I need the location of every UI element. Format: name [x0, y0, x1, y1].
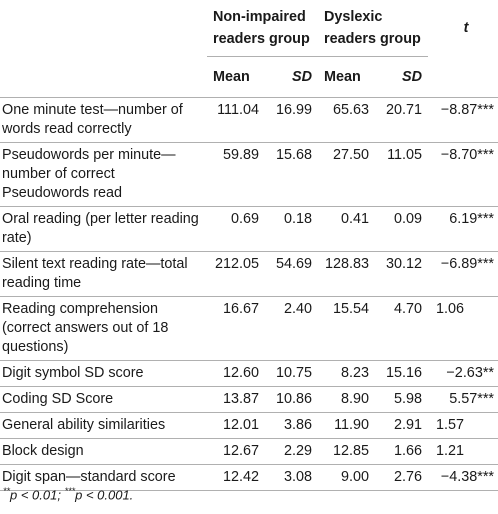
cell-mean-non-impaired: 59.89 — [207, 142, 265, 207]
cell-mean-dyslexic: 15.54 — [318, 296, 376, 361]
cell-sd-dyslexic: 20.71 — [375, 97, 429, 143]
cell-sd-dyslexic: 15.16 — [375, 360, 429, 387]
header-mean-non-impaired: Mean — [207, 56, 265, 98]
header-blank-cell — [0, 0, 207, 57]
cell-mean-dyslexic: 12.85 — [318, 438, 376, 465]
table-row: General ability similarities 12.01 3.86 … — [0, 412, 498, 439]
cell-mean-non-impaired: 16.67 — [207, 296, 265, 361]
table-row: Pseudowords per minute—number of correct… — [0, 142, 498, 207]
cell-mean-non-impaired: 12.60 — [207, 360, 265, 387]
row-label: Block design — [0, 438, 207, 465]
cell-mean-non-impaired: 13.87 — [207, 386, 265, 413]
row-label: Reading comprehension (correct answers o… — [0, 296, 207, 361]
header-sd-non-impaired: SD — [265, 56, 319, 98]
cell-t-value: 1.06 — [428, 296, 498, 361]
results-table: Non-impaired readers group Dyslexic read… — [0, 0, 498, 491]
header-sub-blank — [0, 56, 207, 98]
cell-mean-dyslexic: 65.63 — [318, 97, 376, 143]
cell-sd-non-impaired: 54.69 — [265, 251, 319, 297]
cell-t-value: 5.57*** — [428, 386, 498, 413]
cell-mean-non-impaired: 111.04 — [207, 97, 265, 143]
cell-sd-non-impaired: 2.40 — [265, 296, 319, 361]
cell-sd-non-impaired: 16.99 — [265, 97, 319, 143]
header-mean-dyslexic: Mean — [318, 56, 376, 98]
cell-sd-dyslexic: 2.76 — [375, 464, 429, 491]
row-label: Silent text reading rate—total reading t… — [0, 251, 207, 297]
cell-sd-non-impaired: 3.86 — [265, 412, 319, 439]
cell-mean-dyslexic: 27.50 — [318, 142, 376, 207]
table-row: Reading comprehension (correct answers o… — [0, 296, 498, 361]
cell-sd-dyslexic: 2.91 — [375, 412, 429, 439]
cell-sd-non-impaired: 15.68 — [265, 142, 319, 207]
table-row: Digit symbol SD score 12.60 10.75 8.23 1… — [0, 360, 498, 387]
cell-sd-non-impaired: 10.75 — [265, 360, 319, 387]
cell-sd-non-impaired: 0.18 — [265, 206, 319, 252]
footnote-marker-1: ** — [3, 486, 11, 496]
header-group-non-impaired: Non-impaired readers group — [207, 0, 319, 57]
cell-sd-dyslexic: 4.70 — [375, 296, 429, 361]
table-row: Digit span—standard score 12.42 3.08 9.0… — [0, 464, 498, 491]
row-label: Digit span—standard score — [0, 464, 207, 491]
cell-sd-dyslexic: 1.66 — [375, 438, 429, 465]
row-label: Digit symbol SD score — [0, 360, 207, 387]
cell-sd-non-impaired: 10.86 — [265, 386, 319, 413]
cell-mean-non-impaired: 212.05 — [207, 251, 265, 297]
table-row: One minute test—number of words read cor… — [0, 97, 498, 143]
cell-mean-dyslexic: 8.23 — [318, 360, 376, 387]
header-t-statistic: t — [463, 20, 469, 37]
cell-mean-dyslexic: 9.00 — [318, 464, 376, 491]
cell-sd-non-impaired: 2.29 — [265, 438, 319, 465]
cell-t-value: −2.63** — [428, 360, 498, 387]
cell-t-value: −8.70*** — [428, 142, 498, 207]
header-sub-t-blank — [428, 56, 498, 98]
cell-t-value: −8.87*** — [428, 97, 498, 143]
cell-mean-dyslexic: 8.90 — [318, 386, 376, 413]
cell-mean-non-impaired: 0.69 — [207, 206, 265, 252]
table-row: Coding SD Score 13.87 10.86 8.90 5.98 5.… — [0, 386, 498, 413]
cell-mean-non-impaired: 12.67 — [207, 438, 265, 465]
table-footnote: **p < 0.01; ***p < 0.001. — [3, 486, 133, 502]
row-label: General ability similarities — [0, 412, 207, 439]
footnote-marker-2: *** — [64, 486, 76, 496]
header-sd-dyslexic: SD — [375, 56, 429, 98]
cell-sd-dyslexic: 0.09 — [375, 206, 429, 252]
cell-t-value: 1.21 — [428, 438, 498, 465]
row-label: Pseudowords per minute—number of correct… — [0, 142, 207, 207]
table-row: Block design 12.67 2.29 12.85 1.66 1.21 — [0, 438, 498, 465]
cell-t-value: −6.89*** — [428, 251, 498, 297]
row-label: One minute test—number of words read cor… — [0, 97, 207, 143]
table-row: Silent text reading rate—total reading t… — [0, 251, 498, 297]
cell-t-value: 1.57 — [428, 412, 498, 439]
cell-mean-dyslexic: 11.90 — [318, 412, 376, 439]
row-label: Oral reading (per letter reading rate) — [0, 206, 207, 252]
cell-sd-dyslexic: 5.98 — [375, 386, 429, 413]
table-header: Non-impaired readers group Dyslexic read… — [0, 0, 498, 98]
cell-t-value: −4.38*** — [428, 464, 498, 491]
cell-mean-non-impaired: 12.42 — [207, 464, 265, 491]
cell-sd-dyslexic: 11.05 — [375, 142, 429, 207]
footnote-text-2: p < 0.001. — [75, 487, 134, 503]
cell-sd-dyslexic: 30.12 — [375, 251, 429, 297]
footnote-text-1: p < 0.01; — [10, 487, 65, 503]
header-group-dyslexic: Dyslexic readers group — [318, 0, 429, 57]
table-body: One minute test—number of words read cor… — [0, 97, 498, 491]
cell-sd-non-impaired: 3.08 — [265, 464, 319, 491]
cell-t-value: 6.19*** — [428, 206, 498, 252]
cell-mean-non-impaired: 12.01 — [207, 412, 265, 439]
cell-mean-dyslexic: 0.41 — [318, 206, 376, 252]
table-row: Oral reading (per letter reading rate) 0… — [0, 206, 498, 252]
row-label: Coding SD Score — [0, 386, 207, 413]
cell-mean-dyslexic: 128.83 — [318, 251, 376, 297]
